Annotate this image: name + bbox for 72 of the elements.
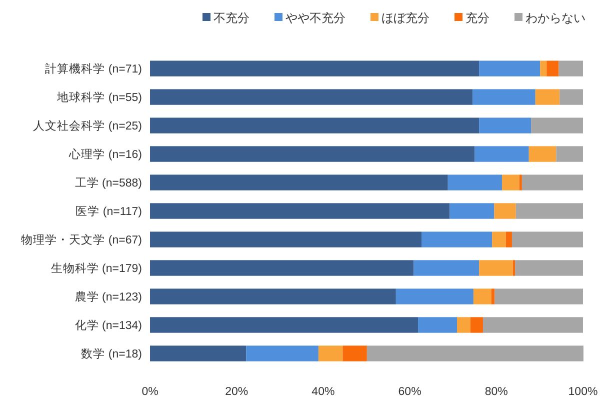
- x-tick-label: 100%: [568, 386, 598, 398]
- legend-label: ほぼ充分: [382, 11, 430, 25]
- bar: [535, 89, 560, 105]
- bar: [473, 288, 492, 304]
- x-tick-label: 40%: [312, 386, 335, 398]
- y-tick-label: 人文社会科学 (n=25): [33, 118, 142, 133]
- bar: [421, 232, 492, 248]
- bar: [470, 317, 483, 333]
- y-tick-label: 心理学 (n=16): [68, 147, 142, 162]
- bar: [150, 260, 414, 276]
- bar: [150, 346, 246, 362]
- bar: [479, 118, 532, 134]
- bar: [531, 118, 583, 134]
- bar: [150, 89, 473, 105]
- bar: [396, 288, 474, 304]
- x-tick-label: 80%: [484, 386, 508, 398]
- bar: [150, 232, 422, 248]
- bar: [479, 260, 513, 276]
- bar: [519, 174, 522, 190]
- bar: [448, 174, 502, 190]
- bar: [479, 60, 540, 76]
- bar: [150, 118, 480, 134]
- bar: [528, 146, 556, 162]
- bar: [491, 288, 495, 304]
- y-tick-label: 数学 (n=18): [81, 347, 142, 360]
- y-tick-label: 農学 (n=123): [74, 290, 142, 304]
- bar: [502, 174, 520, 190]
- y-tick-label: 生物科学 (n=179): [50, 262, 142, 276]
- bar: [246, 346, 318, 362]
- bar: [506, 232, 512, 248]
- bar: [512, 260, 516, 276]
- bar: [522, 174, 583, 190]
- x-tick-label: 20%: [225, 386, 248, 398]
- bar: [414, 260, 480, 276]
- bar: [540, 60, 547, 76]
- bar: [366, 346, 584, 362]
- y-tick-label: 計算機科学 (n=71): [45, 62, 142, 76]
- bar: [418, 317, 457, 333]
- bar: [515, 260, 583, 276]
- bar: [516, 203, 583, 219]
- bar: [512, 232, 583, 248]
- y-tick-label: 化学 (n=134): [74, 319, 142, 332]
- bar: [456, 317, 470, 333]
- bar: [342, 346, 367, 362]
- bar: [318, 346, 343, 362]
- bar: [150, 174, 448, 190]
- bar: [492, 232, 506, 248]
- bar: [494, 288, 583, 304]
- bar: [558, 60, 583, 76]
- bar: [150, 203, 450, 219]
- legend-label: 充分: [466, 11, 490, 25]
- bar: [450, 203, 494, 219]
- x-tick-label: 60%: [398, 386, 422, 398]
- legend-label: 不充分: [214, 11, 250, 25]
- bar: [474, 146, 529, 162]
- bar: [150, 288, 396, 304]
- legend-label: やや不充分: [286, 11, 346, 25]
- bar: [494, 203, 516, 219]
- bar: [546, 60, 559, 76]
- bar: [472, 89, 536, 105]
- bar: [482, 317, 583, 333]
- bar: [150, 317, 418, 333]
- y-tick-label: 地球科学 (n=55): [56, 91, 142, 104]
- y-tick-label: 工学 (n=588): [74, 176, 142, 190]
- legend-label: わからない: [526, 11, 586, 25]
- y-tick-label: 医学 (n=117): [76, 205, 142, 218]
- bar: [556, 146, 583, 162]
- bar: [150, 60, 480, 76]
- bar: [150, 146, 475, 162]
- y-tick-label: 物理学・天文学 (n=67): [21, 232, 142, 247]
- bar: [560, 89, 583, 105]
- x-tick-label: 0%: [142, 386, 158, 398]
